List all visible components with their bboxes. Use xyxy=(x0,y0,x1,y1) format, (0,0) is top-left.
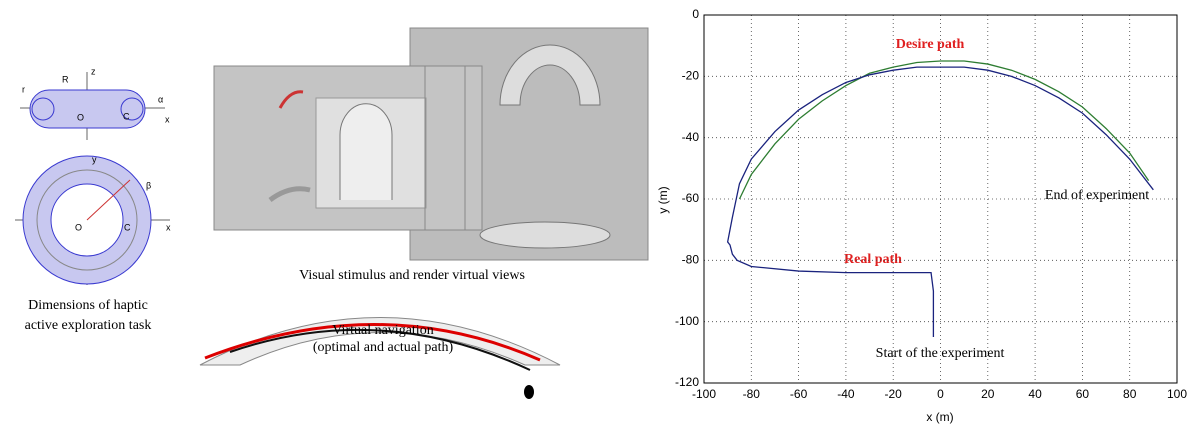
label: R xyxy=(62,74,69,84)
y-tick-label: -120 xyxy=(675,375,699,389)
caption: Virtual navigation xyxy=(332,323,433,338)
y-tick-label: -40 xyxy=(682,130,700,144)
x-axis-label: x (m) xyxy=(926,410,953,424)
label: r xyxy=(22,84,25,94)
torus-side xyxy=(480,222,610,248)
chart: x (m) y (m) Desire path Real path End of… xyxy=(656,7,1187,424)
x-tick-label: -20 xyxy=(885,387,903,401)
marker xyxy=(524,385,534,399)
annotation: End of experiment xyxy=(1045,188,1149,203)
x-tick-label: 100 xyxy=(1167,387,1187,401)
x-tick-label: -80 xyxy=(743,387,761,401)
label: α xyxy=(158,94,163,104)
annotation: Start of the experiment xyxy=(876,346,1005,361)
series-line xyxy=(739,61,1148,199)
renders: Visual stimulus and render virtual views… xyxy=(200,28,648,399)
torus-diagram: z R r O C α x y β O C x Dimensions of ha… xyxy=(15,66,171,333)
y-tick-label: 0 xyxy=(692,7,699,21)
figure: z R r O C α x y β O C x Dimensions of ha… xyxy=(0,0,1202,428)
x-tick-label: 0 xyxy=(937,387,944,401)
label: O xyxy=(75,222,82,232)
y-tick-label: -100 xyxy=(675,314,699,328)
x-tick-label: -60 xyxy=(790,387,808,401)
y-tick-label: -20 xyxy=(682,69,700,83)
caption: (optimal and actual path) xyxy=(313,340,454,355)
y-tick-label: -60 xyxy=(682,191,700,205)
label: β xyxy=(146,180,151,190)
caption: Visual stimulus and render virtual views xyxy=(299,268,525,283)
x-tick-label: -100 xyxy=(692,387,716,401)
caption: Dimensions of haptic xyxy=(28,298,148,313)
label: O xyxy=(77,112,84,122)
label: y xyxy=(92,154,97,164)
section xyxy=(30,90,145,128)
caption: active exploration task xyxy=(25,318,152,333)
y-tick-label: -80 xyxy=(682,253,700,267)
x-tick-label: 40 xyxy=(1028,387,1042,401)
label: C xyxy=(123,111,130,121)
label: x xyxy=(166,222,171,232)
label: z xyxy=(91,66,96,76)
x-tick-label: 20 xyxy=(981,387,995,401)
x-tick-label: -40 xyxy=(837,387,855,401)
label: C xyxy=(124,222,131,232)
label: x xyxy=(165,114,170,124)
tube xyxy=(340,104,392,200)
x-tick-label: 60 xyxy=(1076,387,1090,401)
annotation: Desire path xyxy=(896,37,965,52)
y-axis-label: y (m) xyxy=(656,186,670,213)
x-tick-label: 80 xyxy=(1123,387,1137,401)
